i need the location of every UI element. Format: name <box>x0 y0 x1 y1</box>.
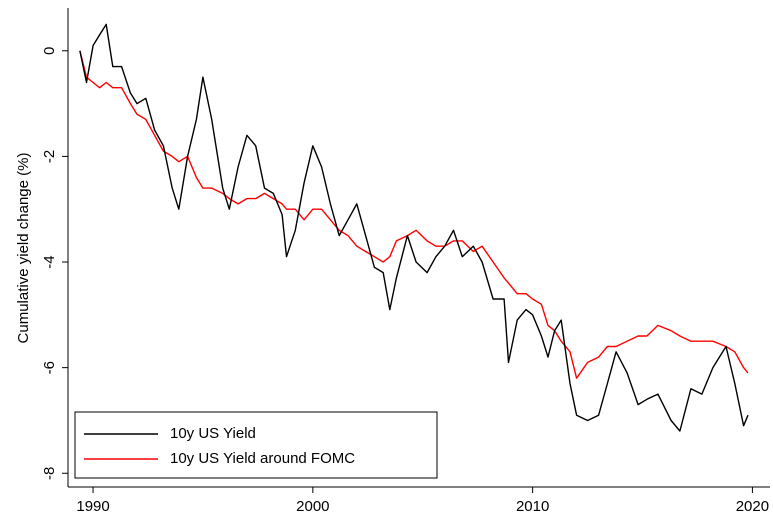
y-tick-label: 0 <box>41 47 58 55</box>
y-tick-label: -4 <box>41 255 58 268</box>
y-axis-label: Cumulative yield change (%) <box>15 153 32 344</box>
y-tick-label: -8 <box>41 467 58 480</box>
x-tick-label: 2010 <box>516 498 549 515</box>
legend-label: 10y US Yield <box>170 425 256 442</box>
x-tick-label: 2000 <box>296 498 329 515</box>
x-tick-label: 2020 <box>736 498 769 515</box>
y-tick-label: -6 <box>41 361 58 374</box>
data-line <box>79 50 749 379</box>
y-tick-label: -2 <box>41 150 58 163</box>
legend-box <box>74 411 438 479</box>
legend-label: 10y US Yield around FOMC <box>170 450 355 467</box>
data-line <box>79 23 749 432</box>
x-tick-label: 1990 <box>76 498 109 515</box>
